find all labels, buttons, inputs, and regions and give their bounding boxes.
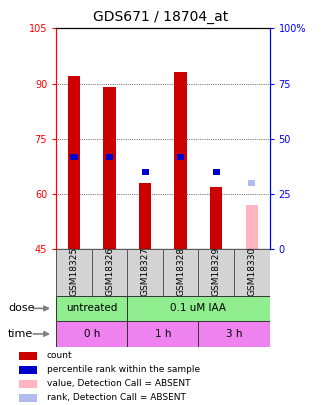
Text: GSM18330: GSM18330 — [247, 247, 256, 296]
Bar — [213, 168, 220, 175]
Bar — [19, 380, 37, 388]
Bar — [234, 249, 270, 296]
Bar — [19, 352, 37, 360]
Bar — [19, 366, 37, 374]
Text: time: time — [8, 329, 33, 339]
Bar — [177, 154, 184, 160]
Text: GSM18327: GSM18327 — [141, 247, 150, 296]
Text: count: count — [47, 351, 72, 360]
Text: percentile rank within the sample: percentile rank within the sample — [47, 365, 200, 374]
Bar — [246, 205, 258, 249]
Bar — [210, 187, 222, 249]
Bar — [56, 249, 92, 296]
Text: GDS671 / 18704_at: GDS671 / 18704_at — [93, 10, 228, 24]
Bar — [127, 249, 163, 296]
Bar — [139, 183, 151, 249]
Bar — [68, 76, 80, 249]
Bar — [163, 249, 198, 296]
Text: value, Detection Call = ABSENT: value, Detection Call = ABSENT — [47, 379, 190, 388]
Text: 0.1 uM IAA: 0.1 uM IAA — [170, 303, 227, 313]
Text: 1 h: 1 h — [155, 329, 171, 339]
Bar — [92, 249, 127, 296]
Text: dose: dose — [8, 303, 35, 313]
Bar — [103, 87, 116, 249]
Text: GSM18326: GSM18326 — [105, 247, 114, 296]
Text: 0 h: 0 h — [83, 329, 100, 339]
Text: GSM18325: GSM18325 — [69, 247, 78, 296]
Bar — [142, 168, 149, 175]
Bar — [19, 394, 37, 402]
Bar — [248, 179, 256, 186]
Text: GSM18329: GSM18329 — [212, 247, 221, 296]
Bar — [175, 72, 187, 249]
Text: 3 h: 3 h — [226, 329, 242, 339]
Bar — [127, 321, 198, 347]
Text: untreated: untreated — [66, 303, 117, 313]
Bar — [198, 321, 270, 347]
Bar — [70, 154, 78, 160]
Text: GSM18328: GSM18328 — [176, 247, 185, 296]
Bar — [56, 296, 127, 321]
Bar — [127, 296, 270, 321]
Bar — [198, 249, 234, 296]
Bar — [106, 154, 113, 160]
Bar — [56, 321, 127, 347]
Text: rank, Detection Call = ABSENT: rank, Detection Call = ABSENT — [47, 394, 186, 403]
